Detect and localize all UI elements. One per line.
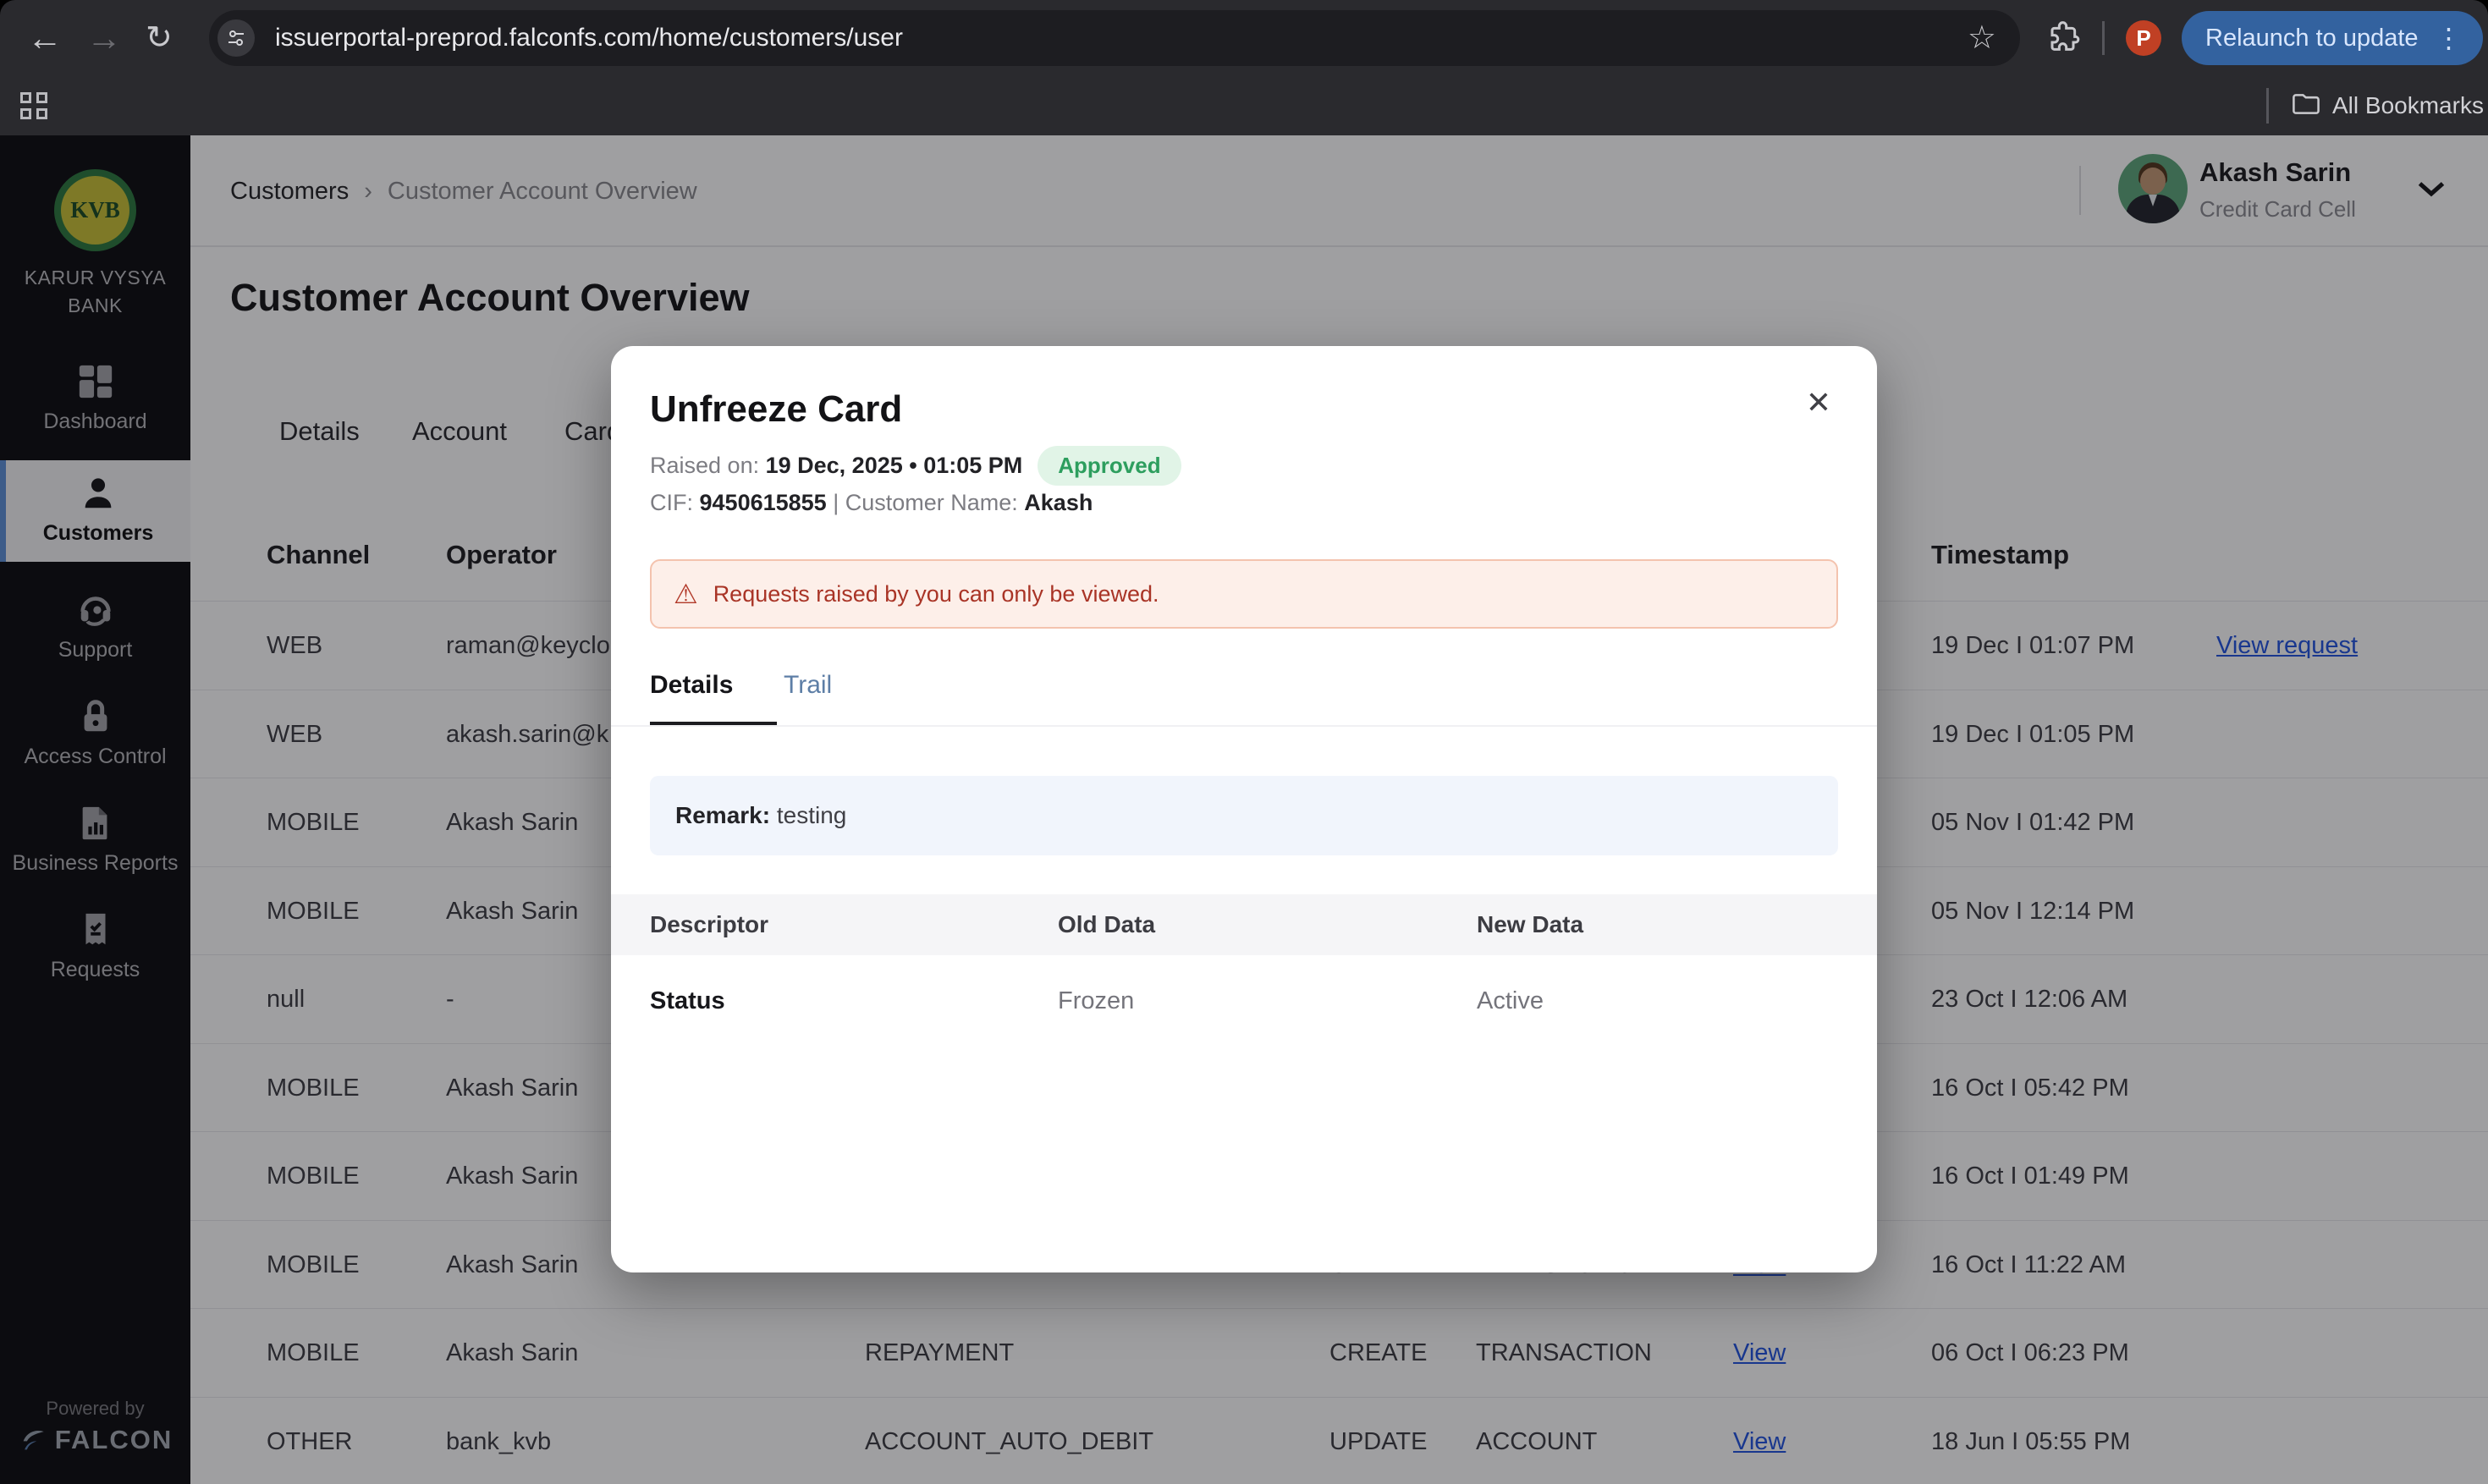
unfreeze-card-modal: Unfreeze Card ✕ Raised on: 19 Dec, 2025 … [611,346,1877,1272]
falcon-brand: FALCON [0,1425,190,1455]
warning-icon: ⚠ [674,579,698,609]
close-icon[interactable]: ✕ [1805,385,1831,420]
chevron-down-icon[interactable] [2416,179,2447,198]
modal-title: Unfreeze Card [650,388,903,430]
modal-table-row: Status Frozen Active [611,955,1877,1047]
sidebar-item-access-control[interactable]: Access Control [0,684,190,769]
raised-on-value: 19 Dec, 2025 • 01:05 PM [765,453,1023,478]
modal-col-descriptor: Descriptor [650,911,769,937]
raised-on-row: Raised on: 19 Dec, 2025 • 01:05 PM Appro… [650,446,1181,486]
warning-banner: ⚠ Requests raised by you can only be vie… [650,559,1838,629]
user-role: Credit Card Cell [2199,196,2356,222]
toolbar-divider [2102,21,2105,55]
status-badge: Approved [1038,446,1181,486]
back-icon[interactable]: ← [27,18,63,58]
bookmarks-divider [2266,88,2269,124]
sidebar-item-support[interactable]: Support [0,577,190,662]
new-data-value: Active [1477,987,1544,1014]
column-header-channel: Channel [267,540,371,569]
remark-box: Remark: testing [650,776,1838,855]
cif-label: CIF: [650,490,693,515]
cif-value: 9450615855 [699,490,827,515]
browser-menu-icon[interactable]: ⋮ [2435,23,2463,53]
customer-name-label: | Customer Name: [833,490,1018,515]
page-divider [190,245,2488,247]
bank-name: KARUR VYSYA BANK [24,267,167,316]
browser-profile-avatar[interactable]: P [2126,20,2161,56]
table-row: MOBILE Akash Sarin 05 Nov I 12:14 PM [190,867,2488,955]
column-header-operator: Operator [446,540,557,569]
sidebar-item-requests[interactable]: Requests [0,897,190,982]
dashboard-icon [79,365,112,398]
view-request-link[interactable]: View request [2216,632,2359,659]
table-row: WEB raman@keyclo 19 Dec I 01:07 PM View … [190,602,2488,690]
column-header-timestamp: Timestamp [1931,540,2070,569]
sidebar-item-dashboard[interactable]: Dashboard [0,349,190,434]
tab-separator-line [611,725,1877,727]
modal-tab-trail[interactable]: Trail [784,671,833,699]
modal-tab-details[interactable]: Details [650,671,734,699]
folder-icon [2292,91,2320,117]
sidebar-item-customers[interactable]: Customers [0,460,190,562]
bookmarks-bar: All Bookmarks [0,76,2488,135]
requests-icon [85,913,105,945]
browser-toolbar: ← → ↻ issuerportal-preprod.falconfs.com/… [0,0,2488,76]
falcon-brand-text: FALCON [54,1425,173,1454]
breadcrumb-current: Customer Account Overview [387,178,697,205]
header-divider [2079,166,2081,215]
powered-by-label: Powered by [46,1398,145,1419]
warning-text: Requests raised by you can only be viewe… [713,580,1159,607]
audit-table: WEB raman@keyclo 19 Dec I 01:07 PM View … [190,601,2488,1484]
support-icon [80,596,111,626]
breadcrumb-separator: › [364,178,372,205]
browser-chrome: ← → ↻ issuerportal-preprod.falconfs.com/… [0,0,2488,135]
table-row: MOBILE Akash Sarin REPAYMENT CREATE TRAN… [190,1309,2488,1398]
breadcrumb-customers[interactable]: Customers [230,178,350,205]
apps-grid-icon[interactable] [20,92,47,119]
sidebar: KVB KARUR VYSYA BANK Dashboard Customers [0,135,190,1484]
user-name: Akash Sarin [2199,157,2352,187]
modal-table-header: Descriptor Old Data New Data [611,894,1877,955]
lock-icon [84,700,107,732]
cif-row: CIF: 9450615855 | Customer Name: Akash [650,490,1093,516]
site-settings-icon[interactable] [217,19,255,57]
forward-icon[interactable]: → [86,18,122,58]
active-tab-indicator [650,722,777,727]
tab-account[interactable]: Account [412,416,508,446]
descriptor-status: Status [650,987,725,1014]
user-avatar[interactable] [2118,154,2188,223]
bank-logo-text: KVB [61,176,129,245]
customer-name-value: Akash [1024,490,1093,515]
sidebar-item-business-reports[interactable]: Business Reports [0,790,190,876]
address-bar[interactable]: issuerportal-preprod.falconfs.com/home/c… [209,10,2020,66]
relaunch-to-update-button[interactable]: Relaunch to update ⋮ [2182,11,2483,65]
modal-col-new-data: New Data [1477,911,1584,937]
breadcrumb: Customers › Customer Account Overview [230,178,697,206]
raised-on-label: Raised on: [650,453,760,478]
view-link[interactable]: View [1733,1339,1786,1366]
all-bookmarks-button[interactable]: All Bookmarks [2332,92,2484,118]
relaunch-label: Relaunch to update [2205,24,2419,52]
table-row: OTHER bank_kvb ACCOUNT_AUTO_DEBIT UPDATE… [190,1398,2488,1484]
bank-logo: KVB [54,169,136,251]
bookmark-star-icon[interactable]: ☆ [1967,20,1996,56]
falcon-logo-icon [23,1431,44,1450]
extensions-icon[interactable] [2048,21,2082,55]
old-data-value: Frozen [1058,987,1135,1014]
modal-col-old-data: Old Data [1058,911,1156,937]
remark-label: Remark: [675,802,771,828]
view-link[interactable]: View [1733,1427,1786,1455]
report-icon [82,806,107,840]
customers-icon [85,478,112,508]
remark-value: testing [776,802,847,828]
url-text[interactable]: issuerportal-preprod.falconfs.com/home/c… [275,24,903,52]
reload-icon[interactable]: ↻ [146,20,173,56]
page-title: Customer Account Overview [230,276,750,319]
sliders-icon [228,30,244,46]
tab-details[interactable]: Details [279,416,360,446]
